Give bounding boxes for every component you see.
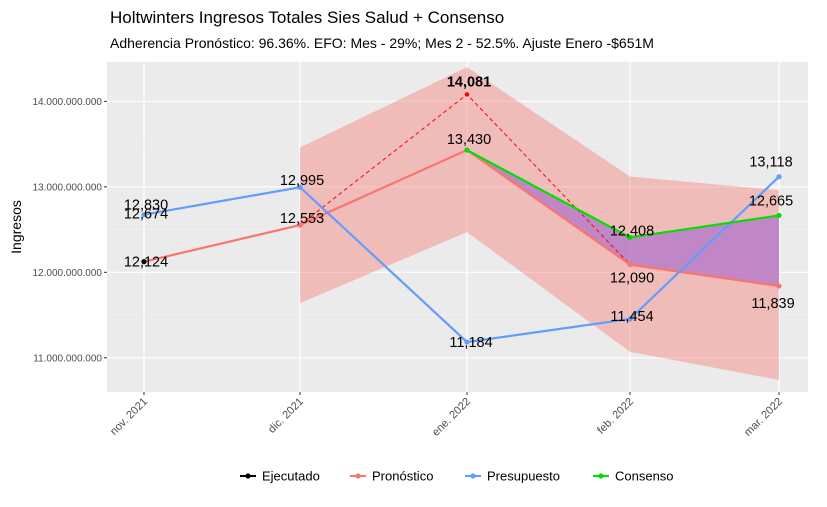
series-point-pronostico: [297, 222, 303, 228]
x-tick-label: ene. 2022: [430, 396, 473, 439]
series-point-consenso: [776, 212, 782, 219]
x-tick-label: mar. 2022: [742, 396, 785, 439]
annotation-label: 14,081: [447, 74, 491, 90]
legend-label: Consenso: [615, 469, 674, 484]
confidence-band: [300, 67, 779, 381]
series-point-presupuesto: [627, 316, 633, 322]
series-point-presupuesto: [776, 174, 782, 180]
data-label: 12,665: [749, 193, 793, 209]
y-tick-label: 13.000.000.000: [32, 182, 102, 193]
y-axis-ticks: 11.000.000.000 12.000.000.000 13.000.000.0…: [32, 97, 107, 364]
annotation-point: [464, 92, 470, 97]
plot-panel: [107, 62, 808, 392]
y-tick-label: 12.000.000.000: [32, 268, 102, 279]
x-axis-ticks: nov. 2021 dic. 2021 ene. 2022 feb. 2022 mar.…: [108, 392, 785, 439]
x-tick-label: dic. 2021: [266, 396, 306, 436]
data-label: 11,184: [449, 335, 492, 351]
legend-label: Ejecutado: [262, 469, 320, 484]
series-point-ejecutado: [141, 259, 147, 265]
chart-subtitle: Adherencia Pronóstico: 96.36%. EFO: Mes …: [110, 35, 654, 51]
x-tick-label: feb. 2022: [595, 396, 636, 437]
data-label: 11,839: [751, 296, 794, 312]
confidence-band-area: [300, 67, 779, 381]
series-point-pronostico: [776, 283, 782, 289]
x-tick-label: nov. 2021: [108, 396, 150, 438]
legend-key-point: [470, 473, 476, 479]
legend-key-point: [355, 473, 361, 479]
data-label: 12,408: [610, 223, 654, 239]
series-point-consenso: [464, 147, 470, 153]
series-point-pronostico: [627, 262, 633, 268]
grid-lines: [107, 62, 808, 392]
y-tick-label: 11.000.000.000: [33, 353, 102, 364]
legend-label: Pronóstico: [372, 469, 433, 484]
data-label: 12,090: [610, 271, 654, 287]
series-point-presupuesto: [141, 212, 147, 218]
series-points: [141, 92, 782, 345]
data-labels: 12,124 12,553 12,090 11,839 12,674 12,995 11,1…: [124, 74, 795, 351]
data-label: 12,995: [280, 173, 324, 189]
y-axis-label: Ingresos: [8, 200, 24, 254]
data-label: 11,454: [610, 309, 653, 325]
legend-key-point: [598, 473, 604, 479]
data-label: 13,430: [447, 132, 491, 148]
y-tick-label: 14.000.000.000: [32, 97, 102, 108]
series-point-presupuesto: [297, 184, 303, 190]
chart-title: Holtwinters Ingresos Totales Sies Salud …: [110, 8, 504, 27]
legend-label: Presupuesto: [487, 469, 560, 484]
annotation-label: 12,830: [124, 197, 168, 213]
legend-key-point: [245, 473, 251, 479]
legend: Ejecutado Pronóstico Presupuesto Consenso: [240, 469, 674, 484]
data-label: 13,118: [749, 155, 792, 171]
data-label: 12,124: [124, 255, 168, 271]
data-label: 12,553: [280, 211, 324, 227]
series-point-consenso: [627, 234, 633, 241]
data-label: 12,674: [124, 207, 168, 223]
series-point-presupuesto: [464, 339, 470, 345]
